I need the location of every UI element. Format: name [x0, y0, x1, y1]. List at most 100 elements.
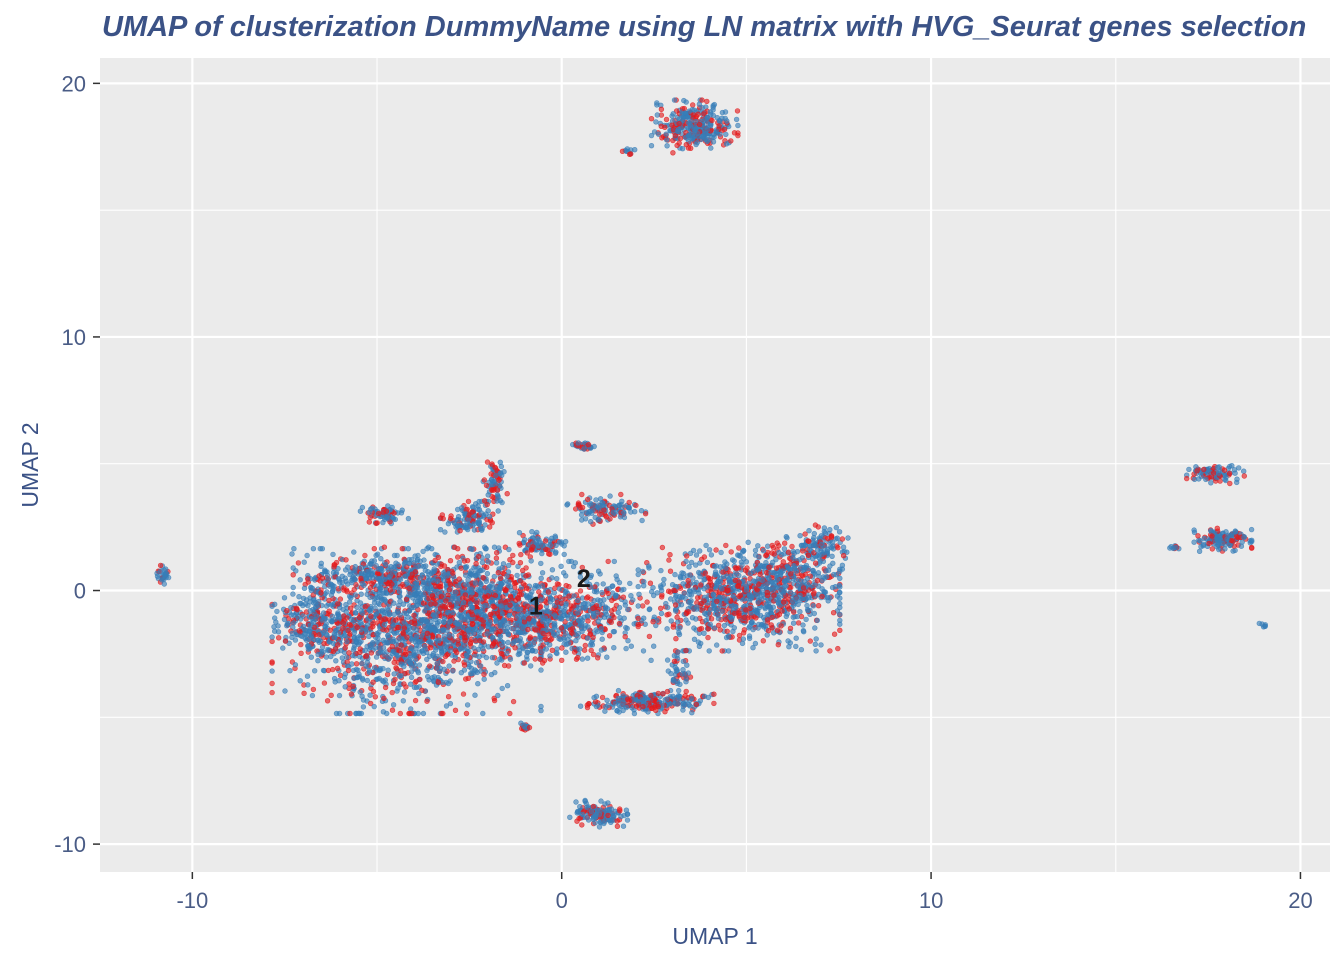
data-point [552, 585, 558, 591]
data-point [821, 528, 827, 535]
data-point [323, 654, 330, 660]
data-point [646, 606, 652, 613]
data-point [457, 645, 464, 652]
data-point [441, 577, 447, 583]
data-point [815, 602, 822, 609]
data-point [280, 645, 286, 651]
data-point [818, 541, 825, 548]
data-point [422, 646, 428, 653]
data-point [478, 626, 484, 632]
data-point [420, 548, 426, 555]
data-point [830, 609, 837, 616]
data-point [497, 633, 504, 639]
data-point [786, 606, 792, 612]
data-point [468, 568, 474, 574]
data-point [720, 569, 726, 575]
data-point [694, 594, 701, 601]
data-point [828, 533, 835, 539]
data-point [800, 622, 806, 628]
data-point [295, 613, 301, 620]
data-point [336, 613, 342, 620]
data-point [272, 601, 278, 607]
data-point [686, 564, 692, 570]
data-point [301, 559, 307, 565]
data-point [556, 635, 562, 642]
data-point [755, 543, 761, 549]
data-point [381, 576, 388, 583]
data-point [735, 583, 741, 589]
data-point [639, 568, 646, 575]
data-point [357, 710, 363, 717]
data-point [778, 552, 785, 558]
data-point [701, 598, 707, 604]
data-point [804, 602, 810, 609]
data-point [391, 659, 397, 666]
data-point [397, 636, 403, 642]
data-point [368, 650, 375, 656]
data-point [498, 581, 505, 587]
data-point [679, 671, 685, 677]
data-point [829, 584, 836, 591]
data-point [506, 562, 512, 569]
data-point [639, 603, 646, 609]
data-point [666, 611, 672, 617]
data-point [630, 597, 636, 603]
data-point [515, 613, 521, 619]
data-point [675, 649, 681, 655]
data-point [697, 582, 704, 588]
data-point [516, 618, 523, 624]
data-point [396, 602, 402, 609]
data-point [435, 679, 442, 685]
data-point [421, 579, 428, 586]
data-point [390, 648, 397, 655]
data-point [386, 574, 392, 581]
data-point [325, 647, 331, 654]
data-point [521, 619, 528, 625]
data-point [621, 514, 628, 521]
data-point [702, 570, 709, 576]
data-point [805, 565, 812, 572]
data-point [813, 648, 819, 654]
data-point [713, 547, 719, 553]
data-point [818, 642, 824, 648]
data-point [298, 641, 304, 648]
data-point [534, 583, 540, 589]
data-point [688, 695, 695, 702]
data-point [635, 603, 641, 609]
data-point [696, 626, 703, 632]
data-point [830, 560, 836, 566]
data-point [690, 575, 696, 581]
data-point [664, 696, 670, 702]
data-point [340, 625, 346, 631]
data-point [773, 565, 780, 571]
data-point [728, 616, 735, 622]
data-point [648, 657, 654, 663]
data-point [647, 580, 654, 586]
data-point [757, 571, 763, 577]
data-point [646, 565, 652, 571]
data-point [504, 573, 510, 579]
data-point [615, 697, 622, 704]
data-point [389, 689, 395, 696]
data-point [439, 649, 445, 655]
data-point [633, 502, 639, 509]
data-point [594, 655, 601, 661]
data-point [463, 565, 469, 571]
data-point [403, 610, 410, 616]
data-point [506, 579, 512, 585]
data-point [367, 594, 373, 600]
data-point [577, 703, 584, 709]
data-point [593, 627, 599, 633]
data-point [781, 546, 788, 552]
data-point [696, 643, 703, 649]
data-point [387, 611, 393, 617]
data-point [685, 599, 692, 605]
data-point [635, 567, 641, 573]
data-point [582, 516, 589, 522]
data-point [354, 604, 360, 610]
data-point [453, 589, 459, 596]
data-point [507, 602, 513, 608]
data-point [469, 611, 475, 618]
data-point [453, 578, 459, 585]
data-point [499, 685, 505, 692]
